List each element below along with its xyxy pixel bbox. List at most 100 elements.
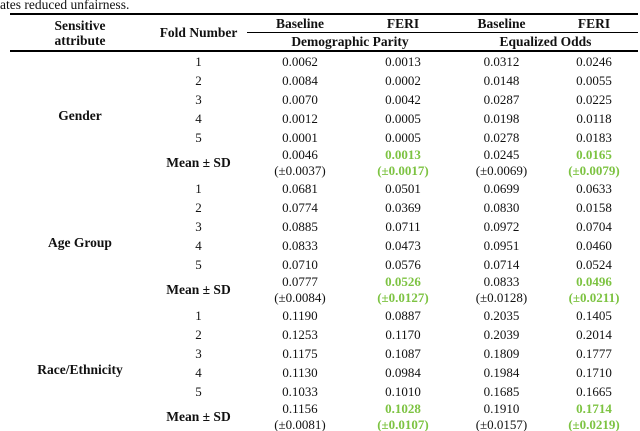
group-label-gender: Gender (58, 107, 102, 123)
value-cell: 0.0002 (385, 73, 421, 88)
mean-value: 0.1156 (282, 401, 318, 416)
mean-sd-label: Mean ± SD (166, 155, 231, 170)
mean-sd: (±0.0084) (274, 290, 326, 305)
value-cell: 0.0714 (483, 257, 520, 272)
mean-sd: (±0.0128) (475, 290, 528, 305)
value-cell: 0.0118 (576, 111, 612, 126)
value-cell: 0.0885 (282, 219, 318, 234)
mean-sd: (±0.0127) (377, 290, 429, 305)
value-cell: 0.0312 (483, 54, 520, 69)
table-row: Race/Ethnicity 1 0.1190 0.0887 0.2035 0.… (10, 306, 638, 377)
mean-sd: (±0.0037) (274, 163, 326, 178)
value-cell: 0.1010 (385, 384, 421, 399)
value-cell: 0.1087 (385, 346, 421, 361)
value-cell: 0.1130 (282, 365, 318, 380)
mean-row: Mean ± SD 0.1156 (±0.0081) 0.1028 (±0.01… (10, 401, 638, 431)
value-cell: 0.0704 (576, 219, 612, 234)
fairness-results-table: Sensitive attribute Fold Number Baseline… (10, 13, 638, 431)
fold-number: 1 (195, 308, 202, 323)
value-cell: 0.0012 (282, 111, 318, 126)
mean-value: 0.0833 (483, 274, 520, 289)
mean-value-cell: 0.0777 (±0.0084) (247, 274, 353, 306)
value-cell: 0.0013 (385, 54, 421, 69)
fold-number: 4 (195, 111, 202, 126)
mean-value: 0.1028 (385, 401, 421, 416)
mean-value-cell-feri: 0.0013 (±0.0017) (353, 147, 453, 179)
table-row: 3 0.0885 0.0711 0.0972 0.0704 (10, 217, 638, 236)
value-cell: 0.0951 (483, 238, 520, 253)
value-cell: 0.0198 (483, 111, 520, 126)
fold-number: 2 (195, 327, 202, 342)
fold-number: 4 (195, 238, 202, 253)
mean-value-cell-feri: 0.0496 (±0.0211) (550, 274, 638, 306)
value-cell: 0.0183 (576, 130, 612, 145)
table-row: 5 0.0001 0.0005 0.0278 0.0183 (10, 128, 638, 147)
mean-value: 0.0777 (282, 274, 318, 289)
header-sensitive-line2: attribute (54, 32, 106, 48)
table-row: 2 0.1253 0.1170 0.2039 0.2014 (10, 325, 638, 344)
table-row: 5 0.1033 0.1010 0.1685 0.1665 (10, 382, 638, 401)
fold-number: 2 (195, 200, 202, 215)
header-feri-eo: FERI (550, 14, 638, 33)
value-cell: 0.0887 (385, 308, 421, 323)
value-cell: 0.1665 (576, 384, 612, 399)
value-cell: 0.0984 (385, 365, 421, 380)
table-row: 3 0.1175 0.1087 0.1809 0.1777 (10, 344, 638, 363)
fold-number: 3 (195, 92, 202, 107)
fold-number: 3 (195, 346, 202, 361)
value-cell: 0.0460 (576, 238, 612, 253)
mean-value: 0.0496 (576, 274, 612, 289)
value-cell: 0.0501 (385, 181, 421, 196)
value-cell: 0.1405 (576, 308, 612, 323)
value-cell: 0.1033 (282, 384, 318, 399)
mean-sd: (±0.0079) (568, 163, 620, 178)
mean-value-cell-feri: 0.0526 (±0.0127) (353, 274, 453, 306)
mean-value-cell-feri: 0.1028 (±0.0107) (353, 401, 453, 431)
fold-number: 1 (195, 181, 202, 196)
header-equalized-odds: Equalized Odds (499, 34, 592, 49)
mean-value: 0.1910 (483, 401, 520, 416)
mean-sd-label: Mean ± SD (166, 409, 231, 424)
value-cell: 0.0001 (282, 130, 318, 145)
value-cell: 0.1190 (282, 308, 318, 323)
table-row: 4 0.1130 0.0984 0.1984 0.1710 (10, 363, 638, 382)
value-cell: 0.0005 (385, 130, 421, 145)
mean-sd: (±0.0069) (475, 163, 528, 178)
mean-value-cell: 0.1910 (±0.0157) (453, 401, 550, 431)
table-row: Gender 1 0.0062 0.0013 0.0312 0.0246 (10, 51, 638, 123)
header-sensitive-line1: Sensitive (54, 17, 106, 33)
value-cell: 0.1984 (483, 365, 520, 380)
group-label-age-group: Age Group (48, 234, 112, 250)
mean-value: 0.0245 (483, 147, 520, 162)
mean-value: 0.0046 (282, 147, 318, 162)
value-cell: 0.2014 (576, 327, 612, 342)
value-cell: 0.0225 (576, 92, 612, 107)
mean-row: Mean ± SD 0.0777 (±0.0084) 0.0526 (±0.01… (10, 274, 638, 306)
table-row: Age Group 1 0.0681 0.0501 0.0699 0.0633 (10, 179, 638, 250)
value-cell: 0.0830 (483, 200, 520, 215)
mean-sd: (±0.0157) (475, 417, 528, 431)
mean-sd-label: Mean ± SD (166, 282, 231, 297)
header-sensitive-attribute: Sensitive attribute (10, 14, 150, 51)
header-demographic-parity: Demographic Parity (291, 34, 409, 49)
value-cell: 0.1685 (483, 384, 520, 399)
value-cell: 0.0833 (282, 238, 318, 253)
value-cell: 0.0774 (282, 200, 318, 215)
value-cell: 0.0148 (483, 73, 520, 88)
value-cell: 0.2039 (483, 327, 520, 342)
value-cell: 0.1777 (576, 346, 612, 361)
mean-value-cell: 0.0833 (±0.0128) (453, 274, 550, 306)
mean-value-cell: 0.0245 (±0.0069) (453, 147, 550, 179)
value-cell: 0.0042 (385, 92, 421, 107)
value-cell: 0.0246 (576, 54, 612, 69)
value-cell: 0.0473 (385, 238, 421, 253)
header-feri-dp: FERI (353, 14, 453, 33)
mean-value: 0.1714 (576, 401, 612, 416)
value-cell: 0.0524 (576, 257, 612, 272)
value-cell: 0.0062 (282, 54, 318, 69)
mean-sd: (±0.0211) (568, 290, 620, 305)
table-row: 3 0.0070 0.0042 0.0287 0.0225 (10, 90, 638, 109)
mean-sd: (±0.0017) (377, 163, 429, 178)
value-cell: 0.0070 (282, 92, 318, 107)
results-table-container: Sensitive attribute Fold Number Baseline… (10, 13, 638, 431)
